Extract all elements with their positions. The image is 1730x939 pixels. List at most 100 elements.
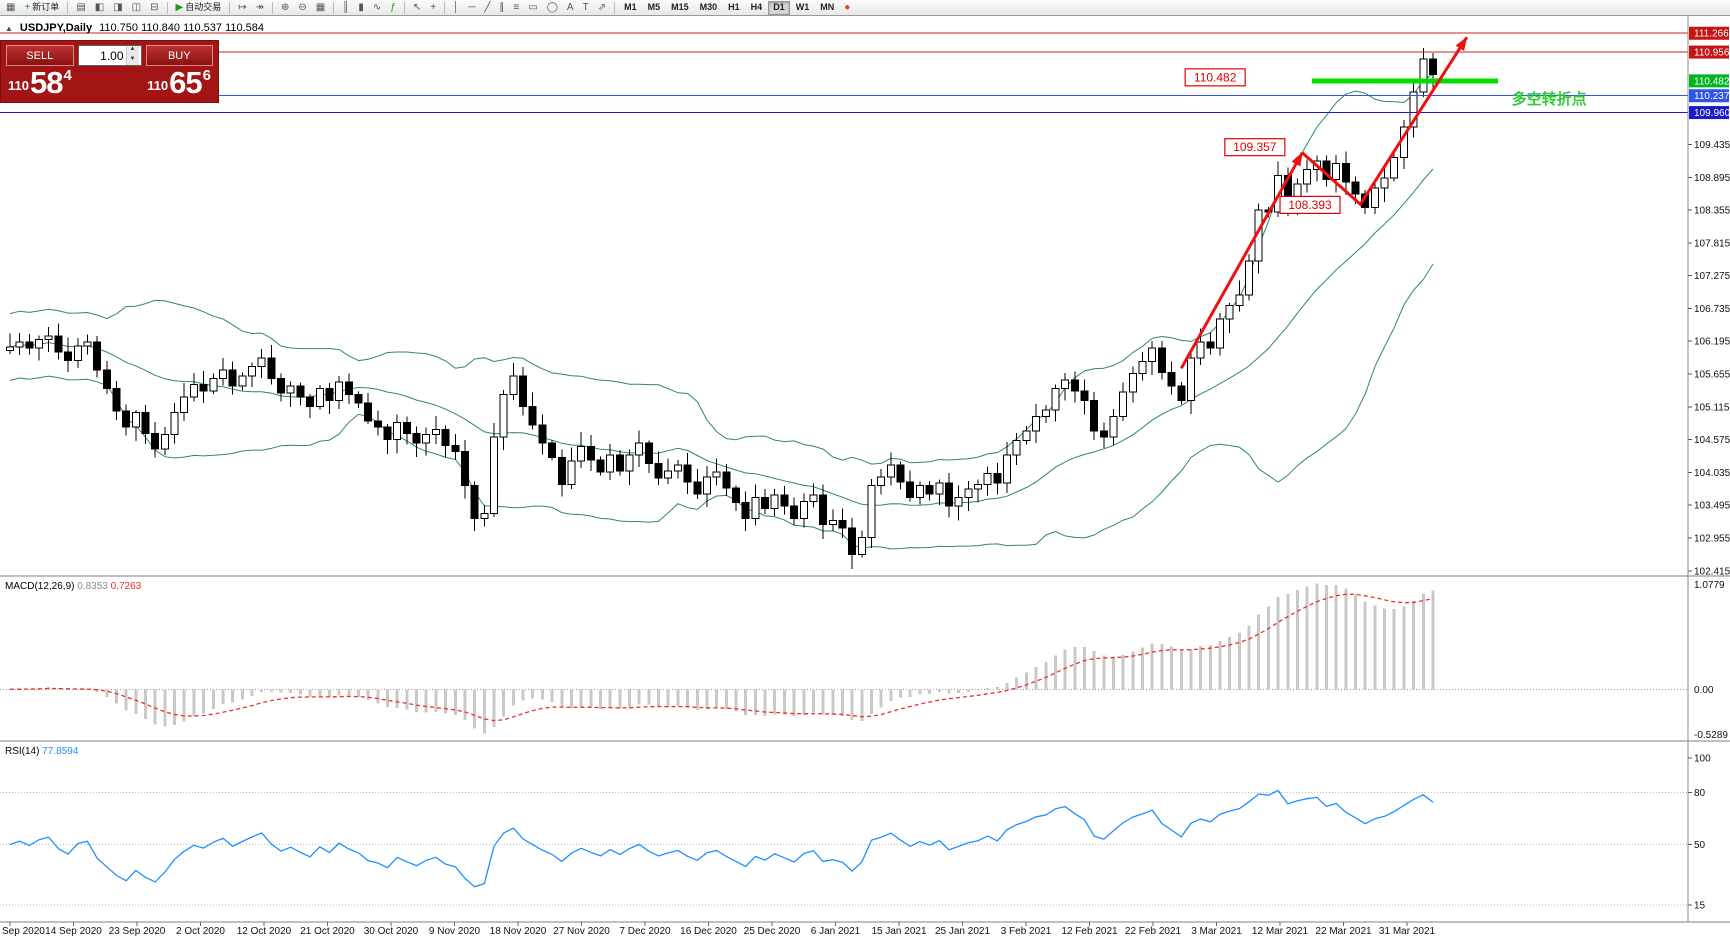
candlestick-chart-icon[interactable]: ▮ [354,1,368,15]
sep-7 [444,1,446,14]
cursor-icon[interactable]: ↖ [409,1,425,15]
tf-m30-label: M30 [699,2,718,12]
sell-price-point: 4 [63,67,72,84]
ellipse-icon-glyph: ◯ [546,1,558,13]
svg-text:3 Mar 2021: 3 Mar 2021 [1191,926,1242,937]
lot-spinner-down-icon[interactable]: ▼ [126,55,139,65]
new-order-button[interactable]: + 新订单 [20,1,63,15]
shapes-icon-glyph: ▭ [528,1,538,13]
tf-d1[interactable]: D1 [768,0,790,15]
vertical-line-icon[interactable]: │ [449,1,463,15]
svg-text:105.655: 105.655 [1694,370,1730,381]
tf-h4-label: H4 [750,2,763,12]
channel-icon[interactable]: ∥ [495,1,508,15]
tf-w1[interactable]: W1 [791,1,815,15]
market-watch-icon[interactable]: ◧ [91,1,108,15]
data-window-icon-glyph: ◨ [113,1,123,13]
horizontal-line-objects[interactable] [0,32,1688,114]
svg-text:22 Mar 2021: 22 Mar 2021 [1315,926,1372,937]
svg-text:109.960: 109.960 [1694,108,1730,119]
indicators-icon[interactable]: ƒ [386,1,400,15]
buy-price-figure: 110 [147,78,169,93]
svg-text:110.956: 110.956 [1694,48,1730,59]
macd-panel[interactable]: MACD(12,26,9) 0.8353 0.7263 1.0779 0.00 -0.… [0,580,1728,741]
turning-point-note: 多空转折点 [1512,90,1587,108]
price-tag-box [1184,68,1246,87]
zoom-in-icon[interactable]: ⊕ [277,1,293,15]
notification-icon[interactable]: ● [840,1,854,15]
time-axis[interactable]: Sep 2020 14 Sep 2020 23 Sep 2020 2 Oct 2020… [2,922,1436,937]
svg-text:18 Nov 2020: 18 Nov 2020 [490,926,547,937]
horizontal-line-icon[interactable]: ─ [464,1,479,15]
data-window-icon[interactable]: ◨ [109,1,126,15]
chart-shift-icon[interactable]: ↦ [234,1,250,15]
tf-h1-label: H1 [728,2,740,12]
svg-text:0.00: 0.00 [1694,685,1714,696]
text-icon[interactable]: A [563,1,578,15]
label-icon[interactable]: T [579,1,593,15]
auto-scroll-icon[interactable]: ↠ [252,1,268,15]
trend-arrow [1179,151,1304,370]
svg-text:100: 100 [1694,754,1711,765]
lot-spinner-up-icon[interactable]: ▲ [126,46,139,56]
panel-separators[interactable] [0,575,1730,923]
svg-text:21 Oct 2020: 21 Oct 2020 [300,926,355,937]
ellipse-icon[interactable]: ◯ [543,1,562,15]
sep-4 [272,1,274,14]
sell-button[interactable]: SELL [6,45,74,66]
sell-price-pips: 58 [29,64,63,100]
svg-text:30 Oct 2020: 30 Oct 2020 [364,926,419,937]
sep-6 [403,1,405,14]
tf-mn[interactable]: MN [815,1,839,15]
shapes-icon[interactable]: ▭ [524,1,541,15]
candlesticks[interactable] [6,47,1437,569]
tf-m5-label: M5 [647,2,661,12]
line-chart-icon[interactable]: ∿ [369,1,385,15]
price-axis[interactable]: 109.435 108.895 108.355 107.815 107.275 106.7… [1687,16,1730,922]
svg-text:1.0779: 1.0779 [1694,580,1725,591]
charts-window-icon[interactable]: ▦ [2,1,19,15]
tf-m30[interactable]: M30 [695,1,723,15]
lot-size-input[interactable] [78,46,126,65]
symbol-name: USDJPY,Daily [19,22,93,34]
tf-w1-label: W1 [795,2,810,12]
tf-m15[interactable]: M15 [666,1,694,15]
annotations[interactable]: 110.482 109.357 108.393 多空转折点 [1179,36,1587,370]
tile-windows-icon-glyph: ▦ [315,1,326,13]
tf-h1[interactable]: H1 [723,1,745,15]
svg-text:6 Jan 2021: 6 Jan 2021 [811,926,861,937]
trendline-icon[interactable]: ╱ [480,1,494,15]
bar-chart-icon[interactable]: ║ [338,1,353,15]
notification-icon-glyph: ● [844,1,851,13]
autotrading-button[interactable]: ▶ 自动交易 [172,1,226,15]
tf-h4[interactable]: H4 [746,1,768,15]
navigator-icon[interactable]: ◫ [128,1,145,15]
sep-1 [67,1,69,14]
price-tag-label: 110.482 [1194,70,1237,84]
tf-d1-label: D1 [773,2,785,12]
crosshair-icon[interactable]: + [426,1,440,15]
svg-text:110.482: 110.482 [1694,76,1730,87]
rsi-panel[interactable]: RSI(14) 77.8594 100 80 50 15 [0,746,1711,911]
tf-m5[interactable]: M5 [643,1,666,15]
svg-text:14 Sep 2020: 14 Sep 2020 [45,926,102,937]
svg-text:103.495: 103.495 [1694,501,1730,512]
profiles-icon[interactable]: ▤ [72,1,89,15]
svg-text:25 Jan 2021: 25 Jan 2021 [935,926,990,937]
svg-text:109.435: 109.435 [1694,140,1730,151]
tile-windows-icon[interactable]: ▦ [312,1,329,15]
buy-button[interactable]: BUY [145,45,213,66]
autotrading-button-label: 自动交易 [185,2,222,12]
market-watch-icon-glyph: ◧ [94,1,105,13]
zoom-out-icon[interactable]: ⊖ [294,1,310,15]
svg-text:105.115: 105.115 [1694,402,1730,413]
lot-spinner: ▲ ▼ [125,46,139,65]
buy-price-display: 110 65 6 [147,66,211,97]
arrow-tool-icon[interactable]: ⇗ [594,1,610,15]
trendline-icon-glyph: ╱ [484,1,491,13]
terminal-icon[interactable]: ⊟ [146,1,162,15]
tf-m1[interactable]: M1 [619,1,642,15]
svg-text:107.815: 107.815 [1694,238,1730,249]
fibonacci-icon[interactable]: ≡ [509,1,523,15]
